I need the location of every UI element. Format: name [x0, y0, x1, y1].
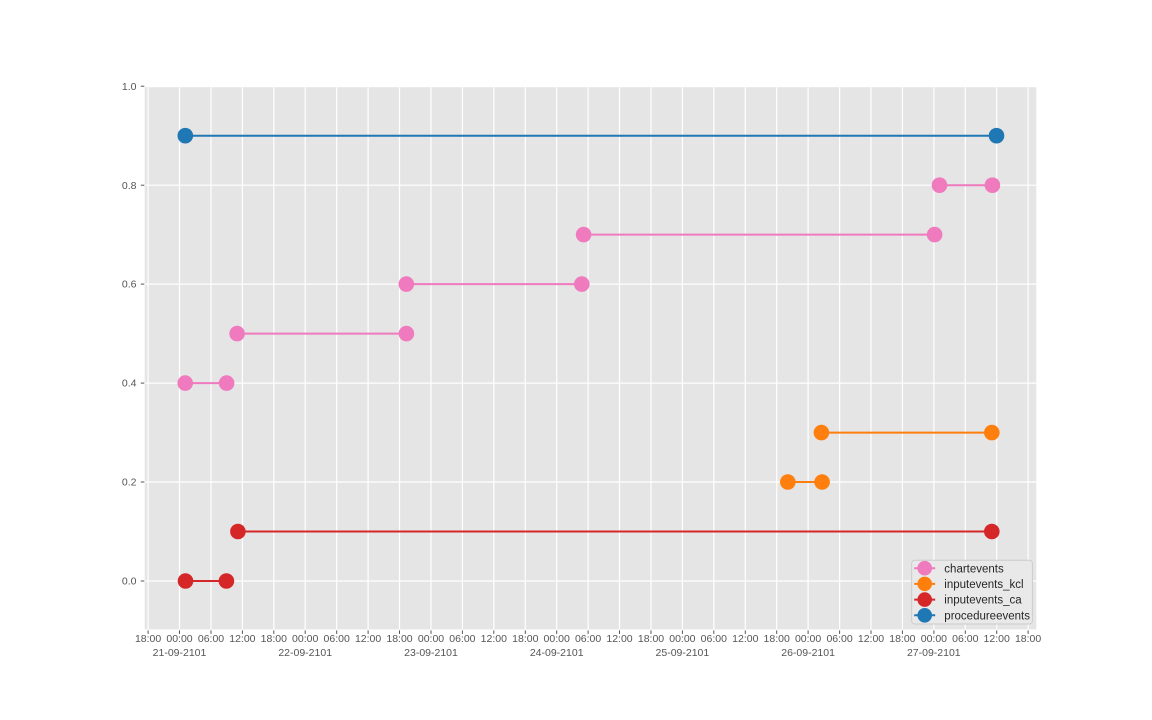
- svg-text:0.8: 0.8: [122, 180, 137, 192]
- svg-text:1.0: 1.0: [122, 81, 137, 93]
- svg-text:00:00: 00:00: [795, 633, 821, 645]
- svg-text:06:00: 06:00: [449, 633, 475, 645]
- svg-text:00:00: 00:00: [921, 633, 947, 645]
- svg-text:26-09-2101: 26-09-2101: [781, 647, 835, 659]
- svg-text:24-09-2101: 24-09-2101: [530, 647, 584, 659]
- svg-text:18:00: 18:00: [386, 633, 412, 645]
- svg-text:12:00: 12:00: [984, 633, 1010, 645]
- svg-text:21-09-2101: 21-09-2101: [153, 647, 207, 659]
- svg-text:18:00: 18:00: [764, 633, 790, 645]
- svg-text:00:00: 00:00: [166, 633, 192, 645]
- svg-text:00:00: 00:00: [544, 633, 570, 645]
- svg-text:06:00: 06:00: [198, 633, 224, 645]
- svg-text:25-09-2101: 25-09-2101: [656, 647, 710, 659]
- svg-text:27-09-2101: 27-09-2101: [907, 647, 961, 659]
- svg-text:18:00: 18:00: [1015, 633, 1041, 645]
- svg-text:12:00: 12:00: [858, 633, 884, 645]
- svg-text:23-09-2101: 23-09-2101: [404, 647, 458, 659]
- svg-text:procedureevents: procedureevents: [944, 610, 1030, 622]
- svg-text:18:00: 18:00: [512, 633, 538, 645]
- svg-text:00:00: 00:00: [418, 633, 444, 645]
- svg-text:00:00: 00:00: [669, 633, 695, 645]
- svg-text:chartevents: chartevents: [944, 563, 1004, 575]
- svg-text:12:00: 12:00: [732, 633, 758, 645]
- svg-text:0.0: 0.0: [122, 576, 137, 588]
- svg-text:12:00: 12:00: [229, 633, 255, 645]
- svg-text:18:00: 18:00: [638, 633, 664, 645]
- svg-text:0.4: 0.4: [122, 378, 137, 390]
- svg-text:18:00: 18:00: [889, 633, 915, 645]
- svg-text:18:00: 18:00: [135, 633, 161, 645]
- svg-text:0.2: 0.2: [122, 477, 137, 489]
- svg-text:12:00: 12:00: [355, 633, 381, 645]
- svg-text:06:00: 06:00: [952, 633, 978, 645]
- svg-text:06:00: 06:00: [826, 633, 852, 645]
- svg-text:06:00: 06:00: [324, 633, 350, 645]
- svg-text:06:00: 06:00: [701, 633, 727, 645]
- svg-text:06:00: 06:00: [575, 633, 601, 645]
- svg-text:12:00: 12:00: [481, 633, 507, 645]
- svg-text:00:00: 00:00: [292, 633, 318, 645]
- svg-text:inputevents_ca: inputevents_ca: [944, 595, 1022, 607]
- svg-text:0.6: 0.6: [122, 279, 137, 291]
- svg-text:18:00: 18:00: [261, 633, 287, 645]
- svg-text:22-09-2101: 22-09-2101: [278, 647, 332, 659]
- svg-text:12:00: 12:00: [606, 633, 632, 645]
- svg-text:inputevents_kcl: inputevents_kcl: [944, 579, 1023, 591]
